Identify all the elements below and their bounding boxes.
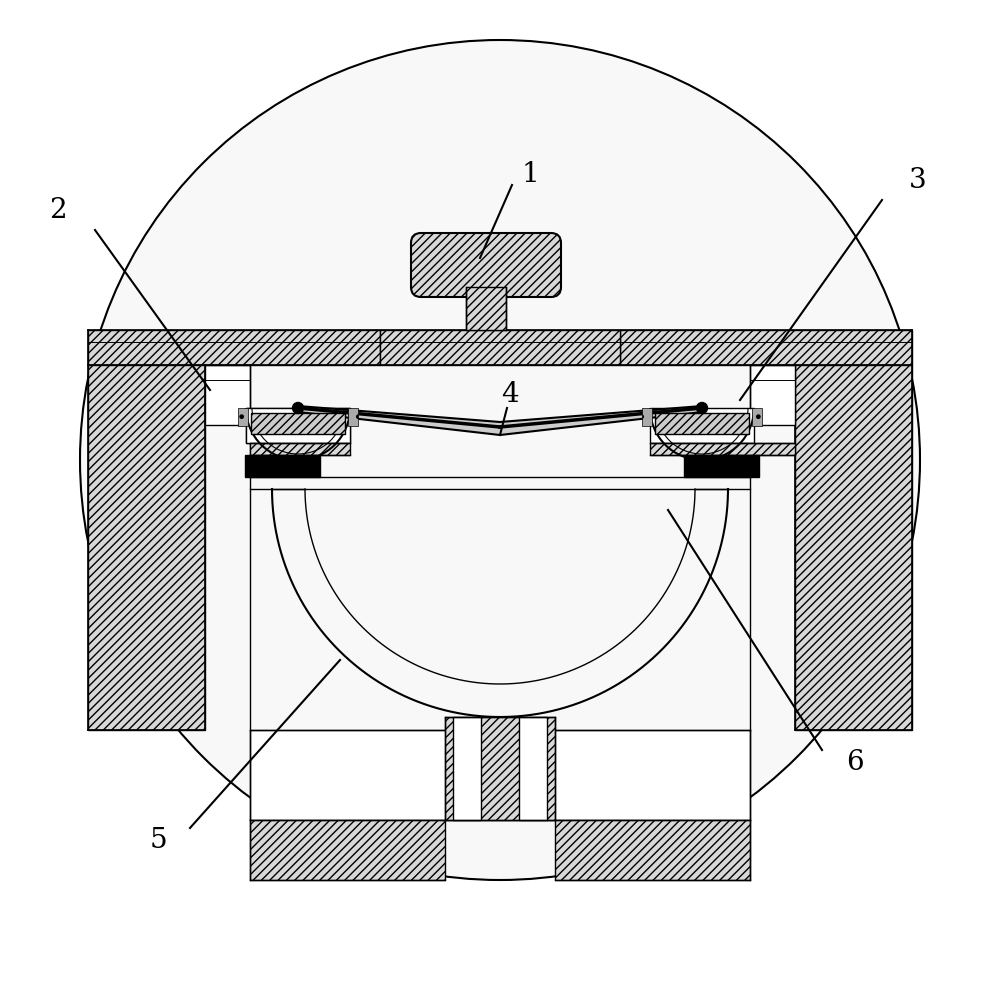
Bar xyxy=(650,408,754,443)
Bar xyxy=(795,365,912,730)
Bar xyxy=(380,330,620,365)
Bar xyxy=(238,408,248,426)
Bar xyxy=(246,408,350,443)
Polygon shape xyxy=(298,406,702,435)
Bar xyxy=(205,365,250,425)
Circle shape xyxy=(292,402,304,413)
Text: 1: 1 xyxy=(521,161,539,189)
Bar xyxy=(445,717,555,820)
Bar xyxy=(555,820,750,880)
Bar xyxy=(519,717,547,820)
Bar xyxy=(250,425,320,443)
Bar xyxy=(684,455,759,477)
Bar xyxy=(752,408,762,426)
Bar xyxy=(246,408,350,443)
Circle shape xyxy=(80,40,920,880)
Bar xyxy=(650,443,795,455)
Bar xyxy=(250,820,445,880)
Bar xyxy=(453,717,481,820)
Bar xyxy=(245,455,320,477)
Text: 5: 5 xyxy=(149,827,167,853)
Bar xyxy=(680,425,750,443)
Circle shape xyxy=(696,402,708,413)
Bar xyxy=(466,287,506,330)
Text: 3: 3 xyxy=(909,166,927,194)
Bar xyxy=(750,365,795,425)
Text: 4: 4 xyxy=(501,382,519,408)
Text: 2: 2 xyxy=(49,197,67,223)
Bar xyxy=(251,413,345,434)
Bar xyxy=(88,365,205,730)
FancyBboxPatch shape xyxy=(411,233,561,297)
Bar xyxy=(655,413,749,434)
Bar xyxy=(250,730,750,820)
Bar xyxy=(620,330,912,365)
Text: 6: 6 xyxy=(846,749,864,775)
Bar xyxy=(642,408,652,426)
Bar xyxy=(88,330,380,365)
Bar xyxy=(250,443,350,455)
Bar xyxy=(348,408,358,426)
